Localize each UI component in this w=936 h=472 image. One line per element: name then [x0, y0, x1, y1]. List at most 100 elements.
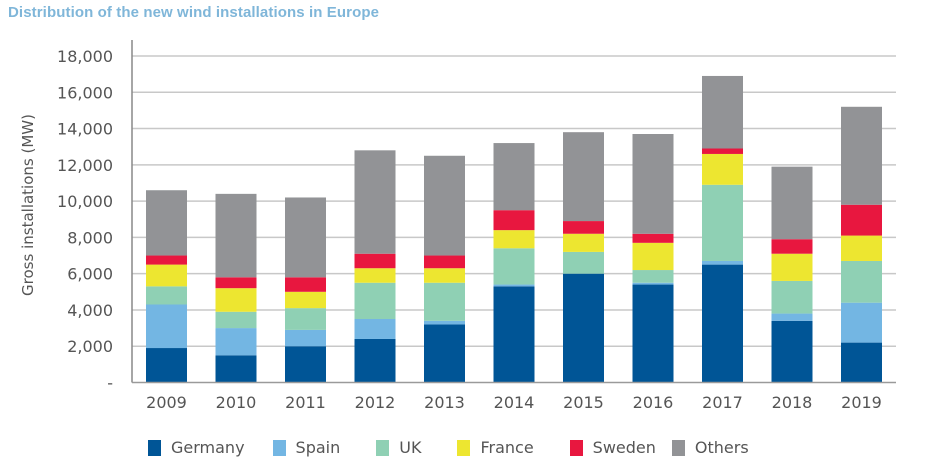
legend-item-uk: UK [376, 438, 421, 457]
bar-segment-uk-2013 [424, 282, 465, 321]
bar-segment-sweden-2017 [702, 148, 743, 154]
bar-stack-2017 [702, 75, 743, 383]
bar-segment-others-2015 [563, 132, 604, 222]
bar-segment-sweden-2019 [841, 204, 882, 236]
y-tick-label: - [107, 374, 113, 393]
bar-segment-uk-2014 [493, 248, 535, 285]
bar-segment-germany-2016 [632, 284, 674, 383]
bar-segment-france-2015 [563, 233, 604, 252]
y-tick-label: 8,000 [67, 228, 113, 247]
legend-label: Spain [295, 438, 341, 457]
legend-label: France [480, 438, 534, 457]
bar-segment-uk-2012 [354, 282, 396, 320]
bar-segment-others-2012 [354, 150, 396, 254]
bar-segment-spain-2019 [841, 302, 882, 343]
bar-segment-others-2009 [146, 190, 187, 256]
x-tick-label: 2013 [424, 393, 465, 412]
bar-segment-sweden-2015 [563, 221, 604, 234]
y-tick-label: 14,000 [57, 120, 113, 139]
legend-label: Germany [171, 438, 245, 457]
bar-segment-germany-2018 [771, 320, 813, 383]
x-tick-label: 2009 [146, 393, 187, 412]
legend-item-france: France [457, 438, 534, 457]
bar-segment-spain-2011 [285, 329, 326, 347]
bar-segment-sweden-2010 [215, 277, 257, 289]
bar-segment-others-2019 [841, 106, 882, 205]
legend-swatch [376, 439, 390, 456]
bar-stack-2011 [285, 197, 326, 383]
legend-item-sweden: Sweden [569, 438, 656, 457]
stacked-bar-chart: - 2,000 4,000 6,000 8,000 10,000 12,000 14,000 1… [19, 40, 896, 412]
bar-segment-others-2014 [493, 143, 535, 211]
bar-stack-2010 [215, 193, 257, 383]
legend-item-spain: Spain [272, 438, 341, 457]
legend: Germany Spain UK France Sweden Others [148, 438, 749, 457]
bar-segment-others-2017 [702, 75, 743, 149]
bar-segment-sweden-2011 [285, 277, 326, 292]
bar-segment-uk-2017 [702, 184, 743, 261]
bar-segment-spain-2018 [771, 313, 813, 321]
bar-segment-germany-2014 [493, 286, 535, 383]
bar-segment-uk-2010 [215, 311, 257, 329]
bar-segment-others-2013 [424, 155, 465, 256]
legend-swatch [457, 439, 471, 456]
bar-segment-germany-2010 [215, 355, 257, 383]
bar-segment-others-2011 [285, 197, 326, 278]
y-tick-labels: - 2,000 4,000 6,000 8,000 10,000 12,000 14,000 1… [57, 47, 113, 393]
x-tick-label: 2014 [494, 393, 535, 412]
bar-segment-others-2010 [215, 193, 257, 278]
legend-swatch [272, 439, 286, 456]
x-tick-label: 2018 [772, 393, 813, 412]
y-tick-label: 6,000 [67, 265, 113, 284]
bar-segment-uk-2015 [563, 251, 604, 274]
bar-segment-germany-2019 [841, 342, 882, 383]
bar-segment-france-2014 [493, 230, 535, 249]
bar-segment-france-2017 [702, 153, 743, 185]
bar-segment-uk-2019 [841, 260, 882, 303]
bar-segment-france-2013 [424, 268, 465, 283]
bar-segment-germany-2011 [285, 346, 326, 383]
x-tick-labels: 2009 2010 2011 2012 2013 2014 2015 2016 2017 2018… [146, 393, 882, 412]
bar-segment-sweden-2012 [354, 253, 396, 269]
bar-segment-uk-2011 [285, 308, 326, 330]
bar-stack-2016 [632, 133, 674, 383]
bar-stack-2012 [354, 150, 396, 383]
y-tick-label: 10,000 [57, 192, 113, 211]
legend-label: UK [399, 438, 422, 457]
y-tick-label: 16,000 [57, 83, 113, 102]
bar-stack-2013 [424, 155, 465, 383]
bar-stack-2015 [563, 132, 604, 383]
bar-stack-2019 [841, 106, 882, 383]
bar-segment-spain-2013 [424, 320, 465, 325]
bar-segment-france-2018 [771, 253, 813, 281]
bar-stack-2018 [771, 166, 813, 383]
bar-segment-france-2012 [354, 268, 396, 283]
bar-segment-others-2018 [771, 166, 813, 240]
bar-segment-sweden-2016 [632, 233, 674, 243]
bar-segment-sweden-2013 [424, 255, 465, 269]
bar-segment-france-2009 [146, 264, 187, 287]
bar-segment-spain-2017 [702, 260, 743, 265]
y-axis-label: Gross installations (MW) [19, 114, 37, 296]
bar-segment-france-2011 [285, 291, 326, 309]
bar-segment-germany-2013 [424, 324, 465, 383]
bar-segment-spain-2014 [493, 284, 535, 287]
bar-segment-spain-2009 [146, 304, 187, 349]
legend-swatch [148, 439, 161, 456]
x-tick-label: 2012 [355, 393, 396, 412]
bar-segment-spain-2010 [215, 328, 257, 356]
bar-segment-germany-2012 [354, 338, 396, 383]
bar-segment-germany-2017 [702, 264, 743, 383]
bar-segment-uk-2018 [771, 280, 813, 314]
x-tick-label: 2015 [563, 393, 604, 412]
bar-segment-uk-2009 [146, 286, 187, 305]
legend-swatch [569, 439, 583, 456]
bar-segment-france-2019 [841, 235, 882, 261]
legend-item-germany: Germany [148, 438, 245, 457]
legend-label: Sweden [592, 438, 656, 457]
bar-segment-spain-2012 [354, 319, 396, 339]
chart-title: Distribution of the new wind installatio… [8, 4, 380, 21]
bar-segment-france-2010 [215, 288, 257, 312]
axes [131, 40, 896, 384]
y-tick-label: 2,000 [67, 337, 113, 356]
